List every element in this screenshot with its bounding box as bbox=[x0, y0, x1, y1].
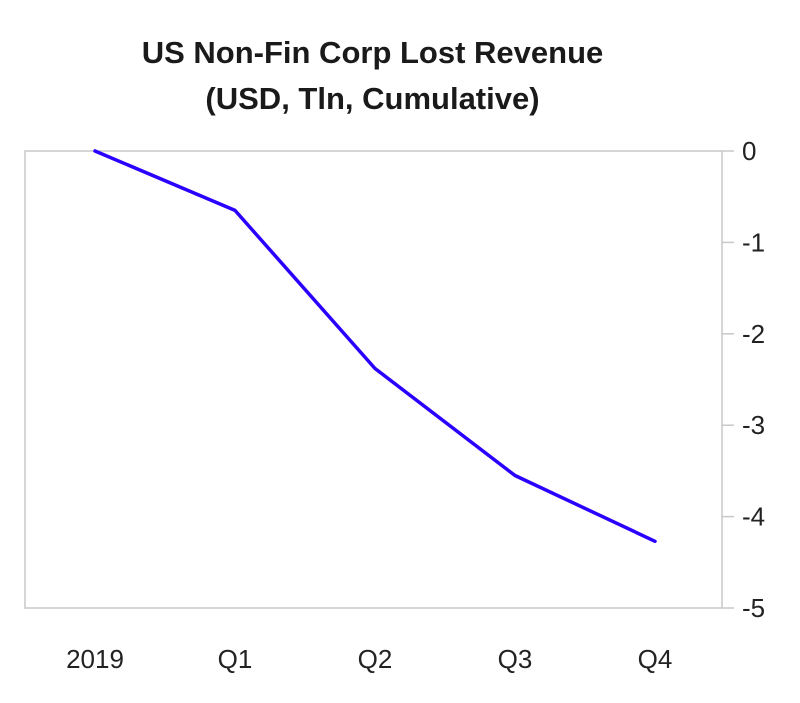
y-tick-label: -1 bbox=[742, 227, 765, 257]
y-tick-label: 0 bbox=[742, 136, 756, 166]
x-tick-label: 2019 bbox=[66, 644, 124, 674]
y-tick-label: -4 bbox=[742, 502, 765, 532]
y-tick-label: -5 bbox=[742, 593, 765, 623]
series-line bbox=[93, 149, 657, 544]
chart-title: US Non-Fin Corp Lost Revenue bbox=[141, 35, 604, 70]
y-tick-label: -2 bbox=[742, 319, 765, 349]
x-tick-label: Q2 bbox=[358, 644, 393, 674]
x-tick-label: Q1 bbox=[218, 644, 253, 674]
series-group bbox=[93, 149, 657, 544]
x-tick-label: Q4 bbox=[638, 644, 673, 674]
chart-title-block: US Non-Fin Corp Lost Revenue (USD, Tln, … bbox=[0, 30, 745, 122]
y-axis: 0 -1 -2 -3 -4 -5 bbox=[722, 136, 765, 623]
x-tick-label: Q3 bbox=[498, 644, 533, 674]
y-tick-label: -3 bbox=[742, 410, 765, 440]
plot-area-frame bbox=[24, 150, 723, 609]
chart-subtitle: (USD, Tln, Cumulative) bbox=[205, 81, 540, 116]
x-axis: 2019 Q1 Q2 Q3 Q4 bbox=[66, 644, 672, 674]
